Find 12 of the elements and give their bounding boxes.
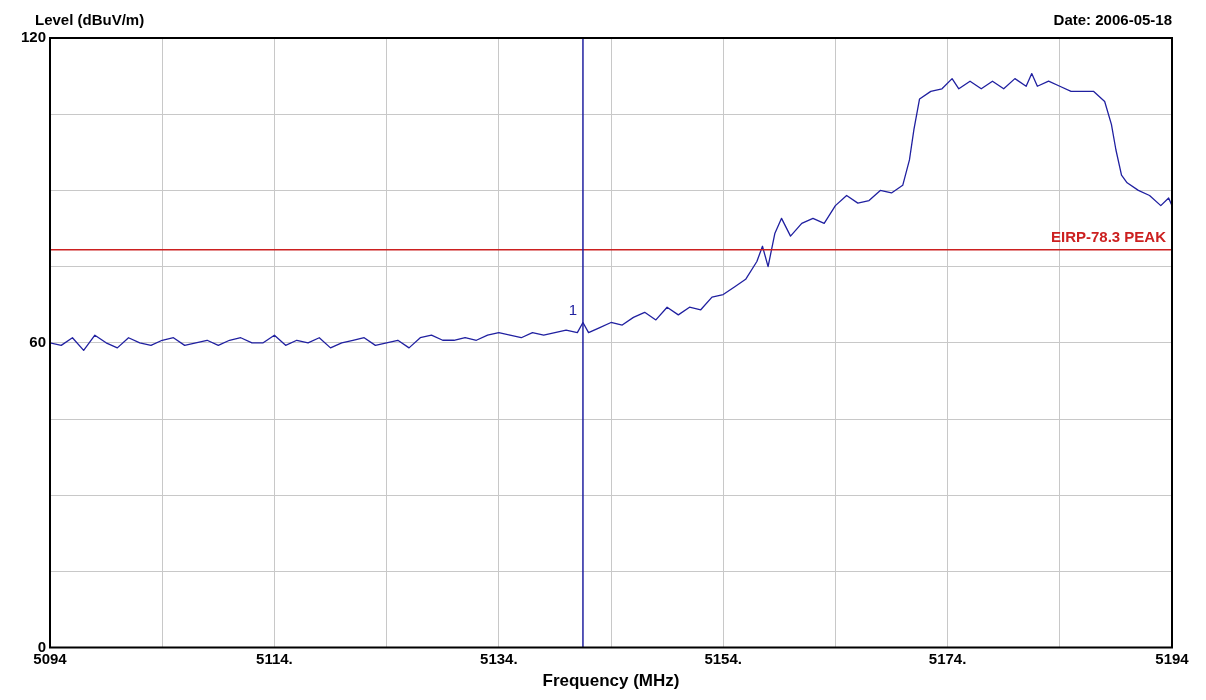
y-tick-label: 60 <box>29 332 46 350</box>
y-axis-title: Level (dBuV/m) <box>35 10 145 28</box>
x-axis-title: Frequency (MHz) <box>542 671 680 691</box>
annotation: 1 <box>568 301 578 319</box>
ref-line-label: EIRP-78.3 PEAK <box>1050 228 1167 246</box>
x-tick-label: 5154. <box>704 649 742 667</box>
x-tick-label: 5174. <box>928 649 967 667</box>
x-tick-label: 5114. <box>256 649 293 667</box>
x-tick-label: 5194 <box>1155 649 1190 667</box>
x-tick-label: 5134. <box>480 649 518 667</box>
text: Date: 2006-05-18 <box>1053 10 1172 28</box>
y-tick-label: 120 <box>20 28 46 46</box>
